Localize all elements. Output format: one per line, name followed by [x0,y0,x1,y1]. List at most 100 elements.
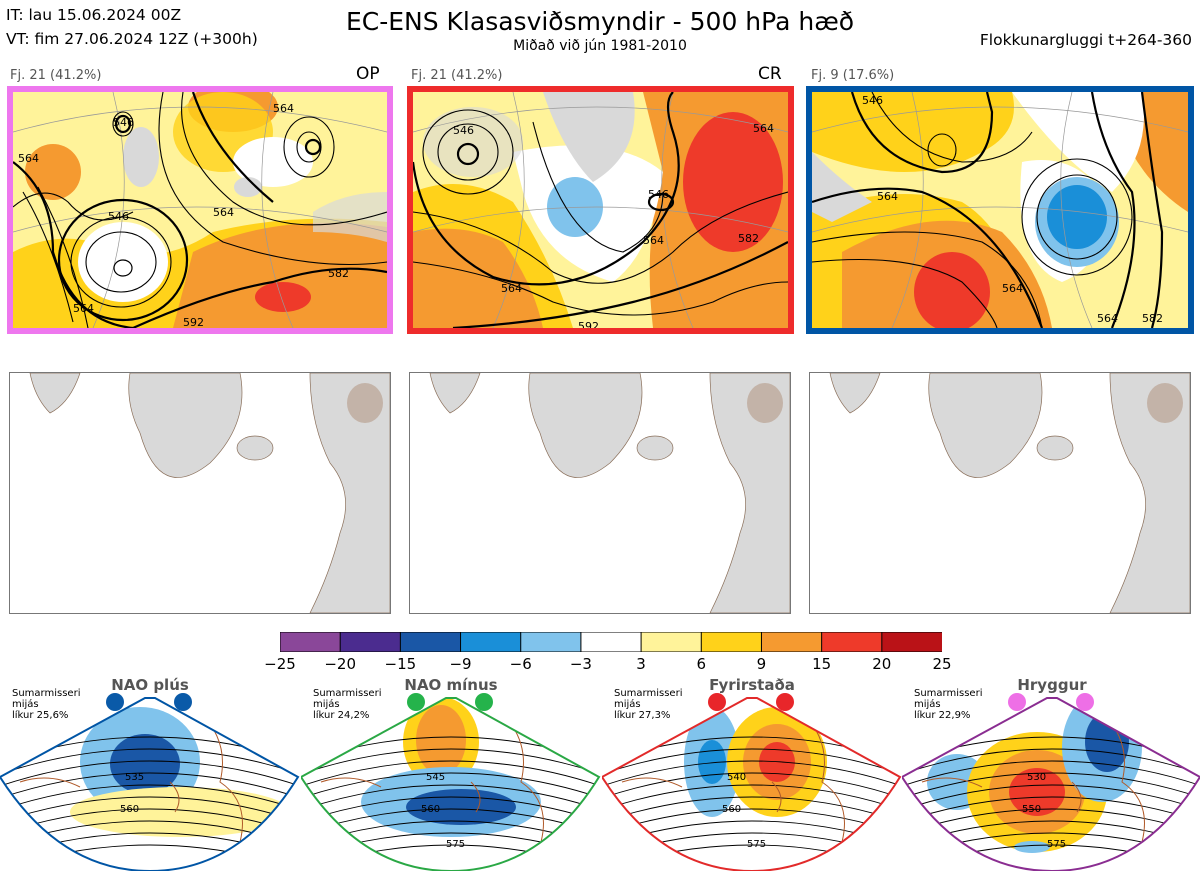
cluster-1-map: 546 564 564 546 564 582 592 564 [7,86,393,334]
cluster-2-tag: CR [758,64,782,84]
contour-label: 546 [108,210,129,223]
cluster-3-map: 546 564 564 564 582 [806,86,1194,334]
contour-label: 564 [1002,282,1023,295]
regime-contour-label: 560 [120,804,139,815]
contour-label: 564 [273,102,294,115]
contour-label: 564 [501,282,522,295]
contour-label: 582 [328,267,349,280]
colorbar-swatch [881,631,944,653]
regime-season: Sumarmisseri [313,688,382,699]
colorbar-tick-label: 20 [872,655,892,673]
colorbar-swatch [700,631,763,653]
regime-panel: 535 560 NAO plús Sumarmisseri mijás líkur 25,… [0,672,300,871]
contour-label: 546 [113,116,134,129]
regime-mean: mijás [614,699,641,710]
regime-marker-dot [407,693,425,711]
colorbar-swatch [580,631,643,653]
regime-marker-dot [1076,693,1094,711]
colorbar-swatch [339,631,402,653]
colorbar-swatch [279,631,342,653]
regime-map: 545 560 575 [301,693,601,871]
colorbar-tick-label: −3 [569,655,592,673]
colorbar-swatch [640,631,703,653]
regime-description: Sumarmisseri mijás líkur 24,2% [313,688,381,721]
regime-marker-dot [174,693,192,711]
regime-contour-label: 575 [747,839,766,850]
empty-map-3 [809,372,1191,614]
regime-marker-dot [708,693,726,711]
contour-label: 592 [183,316,204,328]
regime-map: 530 550 575 [902,693,1200,871]
regime-name: NAO mínus [404,676,498,694]
contour-label: 564 [877,190,898,203]
empty-map-2 [409,372,791,614]
regime-contour-label: 530 [1027,772,1046,783]
contour-label: 546 [862,94,883,107]
regime-prob: líkur 27,3% [614,710,671,721]
regime-marker-dot [475,693,493,711]
regime-marker-dot [776,693,794,711]
cluster-2-count: Fj. 21 (41.2%) [411,68,503,83]
cluster-1-count: Fj. 21 (41.2%) [10,68,102,83]
colorbar-swatch [520,631,582,653]
contour-label: 546 [453,124,474,137]
regime-map: 540 560 575 [602,693,902,871]
contour-label: 564 [213,206,234,219]
regime-description: Sumarmisseri mijás líkur 25,6% [12,688,80,721]
colorbar-tick-label: 3 [636,655,646,673]
colorbar-tick-label: −25 [264,655,296,673]
cluster-3-count: Fj. 9 (17.6%) [811,68,895,83]
regime-contour-label: 575 [446,839,465,850]
regime-mean: mijás [914,699,941,710]
colorbar-tick-label: −15 [384,655,417,673]
colorbar-swatch [460,631,522,653]
regime-description: Sumarmisseri mijás líkur 22,9% [914,688,982,721]
page-title: EC-ENS Klasasviðsmyndir - 500 hPa hæð [345,7,855,36]
cluster-1-tag: OP [356,64,380,84]
colorbar-swatch [821,631,883,653]
regime-prob: líkur 24,2% [313,710,370,721]
contour-label: 564 [18,152,39,165]
empty-map-1 [9,372,391,614]
colorbar-tick-label: −9 [449,655,472,673]
regime-marker-dot [106,693,124,711]
regime-contour-label: 560 [722,804,741,815]
colorbar-tick-label: 15 [812,655,832,673]
colorbar-tick-label: −20 [324,655,356,673]
regime-marker-dot [1008,693,1026,711]
cluster-2-map: 546 546 564 564 564 582 592 [407,86,794,334]
contour-label: 592 [578,320,599,328]
regime-season: Sumarmisseri [614,688,683,699]
contour-label: 582 [1142,312,1163,325]
contour-label: 546 [648,188,669,201]
colorbar-tick-label: 6 [696,655,707,673]
contour-label: 564 [643,234,664,247]
regime-contour-label: 560 [421,804,440,815]
regime-description: Sumarmisseri mijás líkur 27,3% [614,688,682,721]
regime-contour-label: 545 [426,772,445,783]
regime-contour-label: 550 [1022,804,1041,815]
regime-map: 535 560 [0,693,300,871]
regime-prob: líkur 25,6% [12,710,69,721]
colorbar-tick-label: 9 [756,655,767,673]
regime-season: Sumarmisseri [914,688,983,699]
regime-mean: mijás [313,699,340,710]
regime-mean: mijás [12,699,39,710]
colorbar-tick-label: 25 [932,655,952,673]
regime-contour-label: 535 [125,772,144,783]
regime-panel: 545 560 575 NAO mínus Sumarmisseri mijás líkur… [301,672,601,871]
regime-contour-label: 575 [1047,839,1066,850]
colorbar [279,631,944,653]
colorbar-swatch [760,631,823,653]
regime-prob: líkur 22,9% [914,710,971,721]
colorbar-tick-label: −6 [509,655,532,673]
regime-contour-label: 540 [727,772,746,783]
regime-name: NAO plús [111,676,189,694]
contour-label: 564 [1097,312,1118,325]
contour-label: 582 [738,232,759,245]
contour-label: 564 [753,122,774,135]
valid-time: VT: fim 27.06.2024 12Z (+300h) [6,30,258,48]
regime-panel: 540 560 575 Fyrirstaða Sumarmisseri mijás líku… [602,672,902,871]
regime-season: Sumarmisseri [12,688,81,699]
regime-name: Hryggur [1017,676,1087,694]
